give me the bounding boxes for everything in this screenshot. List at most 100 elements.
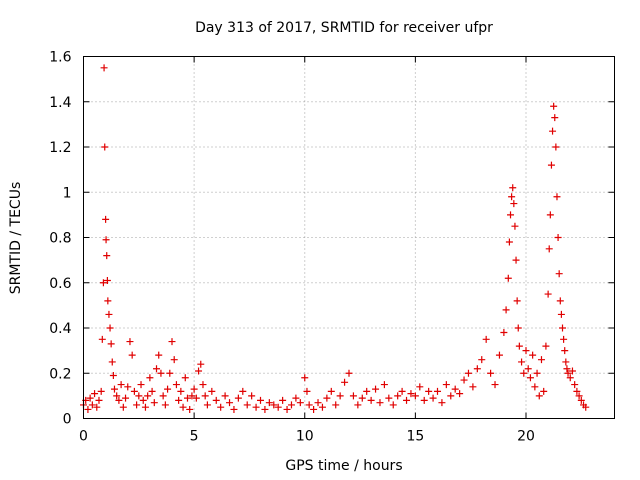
data-point <box>113 392 121 400</box>
data-point <box>389 401 397 409</box>
data-point <box>144 392 152 400</box>
data-point <box>500 329 508 337</box>
data-point <box>553 193 561 201</box>
data-point <box>537 356 545 364</box>
data-point <box>203 401 211 409</box>
data-point <box>514 324 522 332</box>
data-point <box>573 387 581 395</box>
data-point <box>130 387 138 395</box>
data-point <box>303 387 311 395</box>
data-point <box>398 387 406 395</box>
data-point <box>577 396 585 404</box>
data-point <box>451 385 459 393</box>
data-point <box>318 403 326 411</box>
data-point <box>212 396 220 404</box>
data-point <box>188 392 196 400</box>
data-point <box>495 351 503 359</box>
data-point <box>97 387 105 395</box>
data-point <box>270 401 278 409</box>
data-point <box>170 356 178 364</box>
data-point <box>106 324 114 332</box>
data-point <box>119 403 127 411</box>
data-point <box>582 403 590 411</box>
data-point <box>248 392 256 400</box>
data-point <box>221 392 229 400</box>
data-point <box>358 394 366 402</box>
data-point <box>563 365 571 373</box>
data-point <box>183 394 191 402</box>
data-point <box>148 387 156 395</box>
data-point <box>135 392 143 400</box>
data-point <box>464 369 472 377</box>
data-point <box>559 324 567 332</box>
data-point <box>456 390 464 398</box>
data-point <box>226 399 234 407</box>
data-point <box>349 392 357 400</box>
data-point <box>502 306 510 314</box>
data-point <box>564 369 572 377</box>
y-tick-label: 1.6 <box>49 50 71 66</box>
data-point <box>491 381 499 389</box>
data-point <box>520 369 528 377</box>
data-point <box>561 347 569 355</box>
data-point <box>197 360 205 368</box>
data-point <box>552 143 560 151</box>
data-point <box>172 381 180 389</box>
data-point <box>429 394 437 402</box>
data-point <box>109 372 117 380</box>
data-point <box>287 401 295 409</box>
data-point <box>128 351 136 359</box>
data-point <box>531 383 539 391</box>
data-point <box>345 369 353 377</box>
data-point <box>103 252 111 260</box>
data-point <box>533 369 541 377</box>
y-tick-label: 0 <box>63 412 72 428</box>
data-point <box>341 378 349 386</box>
data-point <box>230 405 238 413</box>
x-tick-label: 10 <box>296 429 314 445</box>
data-point <box>354 401 362 409</box>
data-point <box>157 369 165 377</box>
data-point <box>529 351 537 359</box>
data-point <box>524 365 532 373</box>
data-point <box>314 399 322 407</box>
data-point <box>542 342 550 350</box>
data-point <box>155 351 163 359</box>
data-point <box>363 387 371 395</box>
data-point <box>274 403 282 411</box>
data-point <box>434 387 441 395</box>
data-point <box>510 200 518 208</box>
data-point <box>478 356 486 364</box>
x-tick-label: 15 <box>406 429 424 445</box>
data-point <box>181 374 189 382</box>
data-point <box>550 102 558 110</box>
data-point <box>104 297 112 305</box>
data-point <box>146 374 154 382</box>
data-point <box>103 276 111 284</box>
data-point <box>420 396 428 404</box>
data-point <box>508 193 516 201</box>
y-axis-label: SRMTID / TECUs <box>8 182 24 295</box>
data-point <box>243 401 251 409</box>
plot-frame <box>83 56 615 419</box>
data-point <box>482 335 490 343</box>
data-point <box>544 290 552 298</box>
data-point <box>139 396 147 404</box>
data-point <box>107 340 115 348</box>
data-point <box>150 399 158 407</box>
data-point <box>234 394 242 402</box>
data-point <box>179 403 187 411</box>
data-point <box>86 394 94 402</box>
data-point <box>460 376 468 384</box>
data-point <box>201 392 209 400</box>
data-point <box>88 401 96 409</box>
tick-labels: 0 5 10 15 20 0 0.2 0.4 0.6 0.8 1 1.2 1.4 1.6 <box>49 50 535 445</box>
data-point <box>367 396 375 404</box>
y-tick-label: 0.6 <box>49 276 71 292</box>
data-point <box>555 270 563 278</box>
data-point <box>137 381 145 389</box>
data-point <box>305 401 313 409</box>
data-point <box>385 394 393 402</box>
